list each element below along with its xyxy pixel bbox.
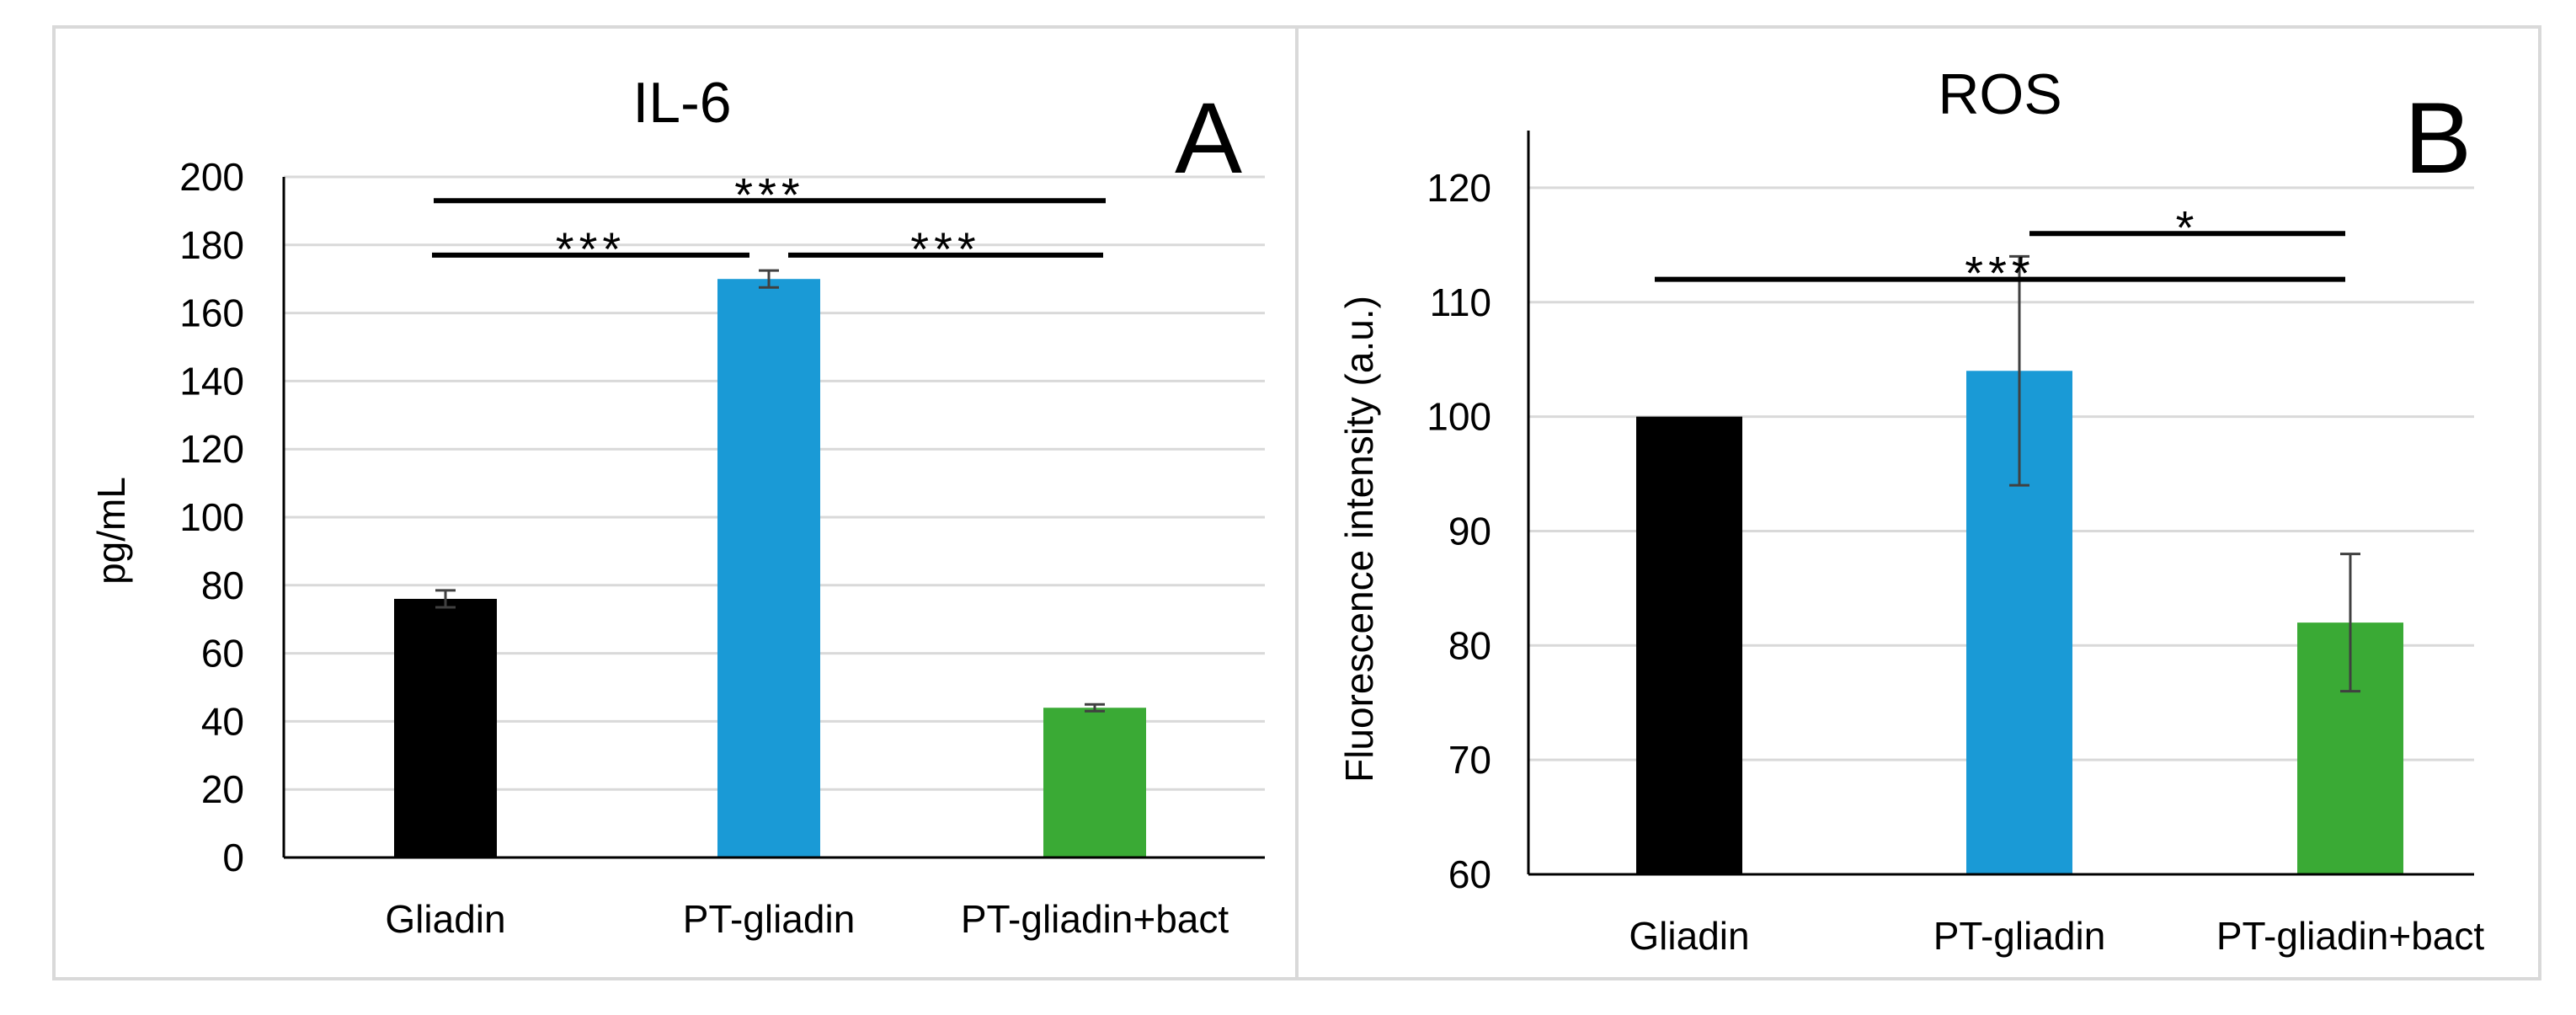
panel-b-title: ROS bbox=[1938, 62, 2061, 126]
panel-b-x-category-label: PT-gliadin+bact bbox=[2216, 914, 2485, 958]
panel-a-significance-label: *** bbox=[910, 222, 980, 275]
panel-a-bar bbox=[1043, 708, 1146, 857]
panel-a-title: IL-6 bbox=[632, 71, 731, 135]
panel-b-letter: B bbox=[2404, 82, 2472, 195]
panel-b-bar bbox=[1636, 416, 1742, 875]
panel-b-y-tick-label: 90 bbox=[1448, 509, 1491, 553]
panel-a-y-tick-label: 0 bbox=[222, 836, 244, 879]
panel-a-y-tick-label: 200 bbox=[179, 155, 244, 199]
panel-a-significance-label: *** bbox=[556, 222, 626, 275]
panel-a-y-tick-label: 140 bbox=[179, 359, 244, 403]
panel-b-chart: ROS B Fluorescence intensity (a.u.) 60 70… bbox=[1337, 62, 2484, 958]
panel-a-chart: IL-6 A pg/mL 020406080100120140160180200… bbox=[89, 71, 1265, 941]
panel-a-bar bbox=[394, 598, 497, 857]
panel-a-y-tick-label: 180 bbox=[179, 223, 244, 267]
panel-b-y-tick-label: 120 bbox=[1427, 166, 1491, 210]
panel-b-y-tick-label: 70 bbox=[1448, 738, 1491, 782]
panel-b-frame bbox=[1295, 25, 2541, 980]
panel-a-y-tick-label: 100 bbox=[179, 495, 244, 539]
panel-a-x-category-label: PT-gliadin+bact bbox=[961, 897, 1229, 941]
panel-a-bar bbox=[717, 279, 820, 857]
panel-b-x-category-label: Gliadin bbox=[1629, 914, 1749, 958]
panel-b-x-category-label: PT-gliadin bbox=[1933, 914, 2106, 958]
panel-a-y-tick-label: 160 bbox=[179, 291, 244, 335]
panel-a-y-tick-label: 20 bbox=[201, 767, 244, 811]
panel-a-x-category-label: PT-gliadin bbox=[683, 897, 856, 941]
panel-b-significance-label: * bbox=[2176, 200, 2200, 254]
panel-a-significance-label: *** bbox=[734, 168, 804, 221]
panel-a-x-category-label: Gliadin bbox=[385, 897, 505, 941]
panel-b-y-tick-label: 100 bbox=[1427, 395, 1491, 439]
panel-a-y-tick-label: 80 bbox=[201, 564, 244, 607]
panel-a-y-tick-label: 40 bbox=[201, 699, 244, 743]
panel-a-y-tick-label: 60 bbox=[201, 632, 244, 676]
panel-a-y-tick-label: 120 bbox=[179, 427, 244, 471]
panel-b-y-axis-label: Fluorescence intensity (a.u.) bbox=[1337, 296, 1381, 783]
panel-b-y-tick-label: 80 bbox=[1448, 623, 1491, 667]
panel-a-y-axis-label: pg/mL bbox=[89, 477, 133, 585]
panel-b-y-tick-label: 110 bbox=[1430, 280, 1491, 324]
panel-b-y-tick-label: 60 bbox=[1448, 852, 1491, 896]
panel-b-significance-label: *** bbox=[1965, 247, 2035, 300]
